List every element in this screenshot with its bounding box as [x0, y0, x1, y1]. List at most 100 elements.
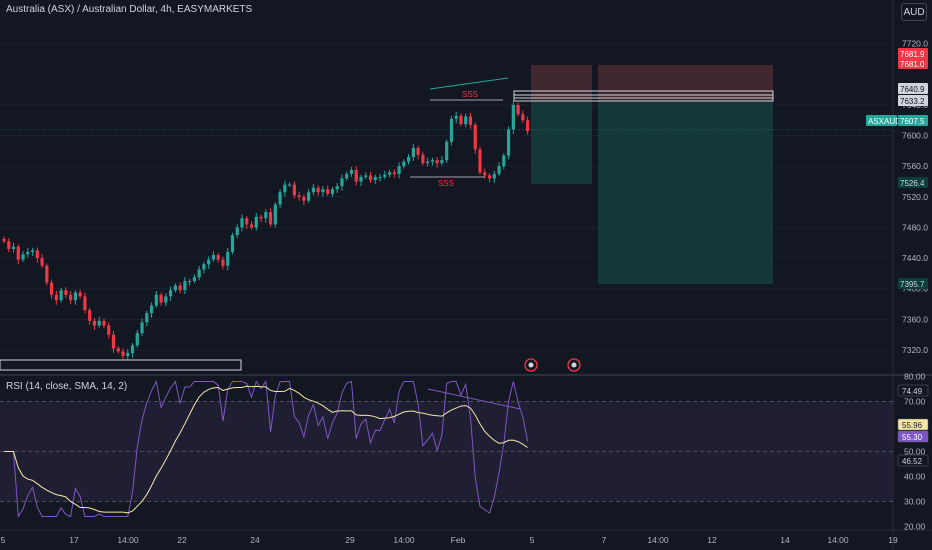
- price-label-text: 7526.4: [900, 179, 925, 188]
- time-tick-label: 5: [1, 535, 6, 545]
- target-zone-left: [531, 101, 592, 184]
- drawings-layer: SSS SSS: [0, 77, 509, 371]
- candle-body: [183, 281, 187, 291]
- price-label-text: 7681.9: [900, 50, 925, 59]
- price-axis[interactable]: 7720.07640.07600.07560.07520.07480.07440…: [866, 39, 928, 355]
- chart-title: Australia (ASX) / Australian Dollar, 4h,…: [6, 4, 253, 15]
- candle-body: [387, 172, 392, 175]
- stop-zone-left: [531, 65, 592, 101]
- price-label-text: ASXAUD: [868, 117, 901, 126]
- currency-button[interactable]: AUD: [901, 3, 927, 21]
- rsi-sma-line: [4, 385, 528, 514]
- candle-body: [211, 255, 216, 260]
- stop-zone-right: [598, 65, 773, 101]
- candle-body: [2, 238, 6, 242]
- candle-body: [230, 235, 235, 252]
- candle-body: [259, 216, 263, 219]
- candle-body: [50, 282, 54, 295]
- candle-body: [464, 116, 468, 125]
- time-tick-label: 14:00: [117, 535, 139, 545]
- candle-body: [254, 216, 258, 228]
- candle-body: [149, 305, 154, 314]
- candle-body: [521, 114, 525, 121]
- candle-body: [283, 184, 287, 193]
- candle-body: [516, 104, 520, 115]
- price-label-text: 7640.9: [900, 85, 925, 94]
- candle-body: [26, 251, 30, 255]
- candle-body: [483, 172, 487, 176]
- time-axis[interactable]: 5 17 14:00 22 24 29 14:00 Feb 5 7 14:00 12 14 14:00 19: [1, 535, 898, 545]
- candle-body: [249, 224, 254, 228]
- sss-label-bottom: SSS: [438, 179, 454, 188]
- candle-body: [40, 258, 44, 266]
- candle-body: [64, 290, 68, 295]
- candle-body: [135, 333, 139, 346]
- time-tick-label: 14:00: [647, 535, 669, 545]
- candle-body: [397, 166, 401, 174]
- candle-body: [330, 189, 335, 194]
- price-label-entry: [898, 83, 928, 94]
- rsi-tick-label: 30.00: [904, 497, 926, 507]
- candle-body: [497, 166, 501, 174]
- candle-body: [435, 160, 439, 164]
- candle-body: [526, 120, 530, 132]
- candle-body: [487, 175, 492, 179]
- rsi-tick-label: 70.00: [904, 397, 926, 407]
- candle-body: [145, 313, 149, 323]
- rsi-title: RSI (14, close, SMA, 14, 2): [6, 381, 128, 392]
- candle-body: [321, 189, 325, 193]
- candle-body: [426, 161, 430, 164]
- candle-body: [92, 320, 97, 326]
- rsi-tick-label: 20.00: [904, 522, 926, 532]
- candle-body: [121, 351, 125, 357]
- candle-body: [16, 246, 20, 260]
- time-tick-label: 19: [888, 535, 898, 545]
- candle-body: [45, 265, 49, 283]
- candle-body: [107, 325, 111, 335]
- candle-body: [164, 296, 168, 303]
- candle-body: [235, 227, 239, 236]
- time-tick-label: Feb: [451, 535, 466, 545]
- price-label-last: [898, 115, 928, 126]
- candle-body: [316, 187, 320, 193]
- rsi-tick-label: 80.00: [904, 372, 926, 382]
- support-box: [0, 359, 242, 371]
- candle-body: [345, 173, 349, 179]
- candle-body: [421, 154, 425, 164]
- candle-body: [216, 255, 220, 260]
- time-tick-label: 22: [177, 535, 187, 545]
- candle-body: [159, 294, 163, 303]
- candle-body: [378, 176, 382, 178]
- price-tick-label: 7520.0: [902, 192, 928, 202]
- candle-body: [83, 296, 87, 311]
- event-flag-icon: [571, 362, 577, 368]
- price-label-text: 7633.2: [900, 97, 925, 106]
- rsi-value-label: [897, 384, 929, 397]
- sss-label-top: SSS: [462, 90, 478, 99]
- candle-body: [154, 294, 158, 306]
- price-label-text: 7395.7: [900, 280, 925, 289]
- candle-body: [21, 254, 25, 260]
- candle-body: [440, 160, 444, 164]
- event-flag-icon: [528, 362, 534, 368]
- rsi-axis[interactable]: 80.0070.0060.0050.0040.0030.0020.0074.49…: [897, 372, 929, 532]
- candle-body: [97, 320, 101, 326]
- candle-body: [273, 204, 277, 225]
- candle-body: [459, 115, 463, 125]
- candle-body: [126, 353, 130, 357]
- price-label-entry: [898, 95, 928, 106]
- event-markers[interactable]: [524, 358, 581, 372]
- candle-body: [473, 124, 477, 150]
- candle-body: [468, 116, 473, 125]
- target-zone-right: [598, 101, 773, 284]
- candle-body: [226, 251, 230, 266]
- price-tick-label: 7560.0: [902, 161, 928, 171]
- rsi-value-label: [897, 454, 929, 467]
- candle-body: [307, 192, 311, 201]
- candle-body: [335, 186, 339, 190]
- candle-body: [140, 322, 144, 334]
- candle-body: [492, 173, 496, 179]
- rsi-value-label: [897, 418, 929, 431]
- price-tick-label: 7480.0: [902, 222, 928, 232]
